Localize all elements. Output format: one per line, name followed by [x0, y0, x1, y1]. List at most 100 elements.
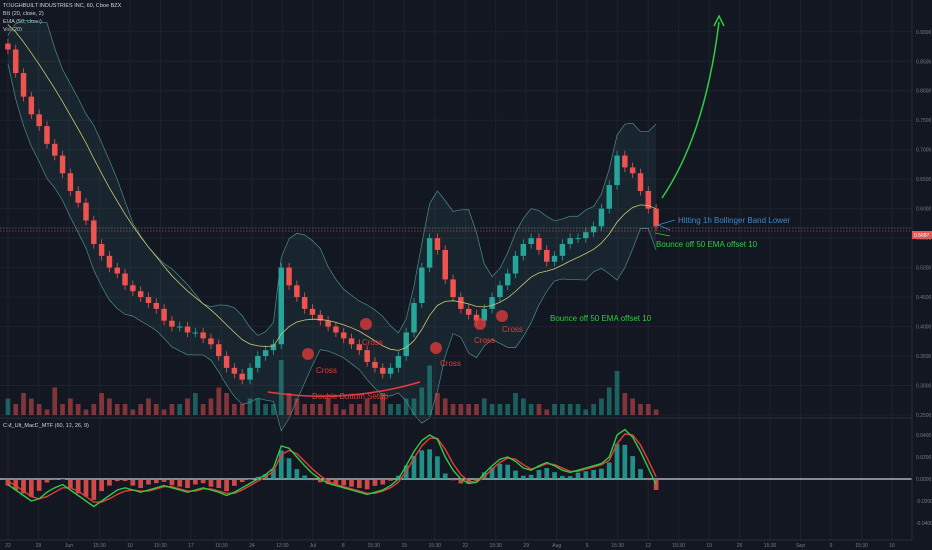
macd-tick-2: 0.0000 — [916, 477, 932, 483]
volume-bar — [21, 393, 26, 415]
time-tick-5: 15:30 — [154, 543, 167, 549]
candle-body — [153, 302, 160, 309]
macd-hist-bar — [317, 479, 323, 483]
time-tick-15: 22 — [462, 543, 468, 549]
time-tick-2: Jun — [65, 543, 73, 549]
double-bottom-arc — [267, 381, 421, 397]
candle-body — [504, 273, 511, 286]
candle-body — [161, 308, 167, 321]
candle-body — [465, 308, 472, 315]
macd-hist-bar — [28, 479, 34, 497]
macd-hist-bar — [505, 464, 511, 479]
candle-body — [653, 208, 659, 227]
macd-hist-bar — [645, 479, 651, 481]
volume-bar — [513, 393, 518, 415]
candle-body — [372, 361, 378, 368]
bb-lower — [7, 63, 657, 432]
candle-body — [325, 320, 331, 327]
macd-hist-bar — [560, 475, 565, 479]
volume-bar — [161, 409, 167, 415]
candle-body — [59, 155, 66, 174]
candle-body — [176, 326, 183, 328]
macd-hist-bar — [442, 473, 448, 479]
volume-bar — [278, 360, 284, 415]
price-tick-1: 0.8500 — [916, 59, 932, 65]
price-tick-4: 0.7000 — [916, 148, 932, 154]
macd-hist-bar — [13, 479, 19, 490]
time-tick-13: 15 — [401, 543, 407, 549]
volume-bar — [91, 404, 97, 415]
volume-bar — [263, 404, 268, 415]
volume-bar — [528, 404, 534, 415]
candle-body — [192, 332, 199, 334]
time-tick-27: 9 — [830, 543, 833, 549]
volume-bar — [372, 404, 378, 415]
volume-bar — [497, 404, 503, 415]
volume-bar — [36, 404, 42, 415]
volume-bar — [169, 404, 175, 415]
price-tick-9: 0.4500 — [916, 295, 932, 301]
macd-hist-bar — [606, 462, 612, 479]
candle-body — [606, 185, 612, 209]
macd-hist-bar — [224, 479, 229, 492]
macd-tick-4: -0.0400 — [916, 521, 932, 527]
volume-bar — [317, 404, 323, 415]
time-tick-4: 10 — [127, 543, 133, 549]
volume-bar — [419, 387, 425, 415]
macd-hist-bar — [278, 450, 284, 479]
macd-hist-bar — [21, 479, 26, 494]
volume-bar — [28, 398, 34, 415]
candle-body — [411, 302, 417, 333]
macd-hist-bar — [427, 449, 432, 479]
macd-hist-bar — [208, 479, 214, 487]
candle-body — [83, 202, 89, 221]
macd-hist-bar — [380, 479, 386, 485]
volume-bar — [606, 387, 612, 415]
candle-body — [5, 43, 11, 50]
hitting-label: Hitting 1h Bollinger Band Lower — [678, 216, 790, 225]
volume-bar — [427, 365, 432, 415]
volume-bar — [364, 398, 370, 415]
volume-bar — [68, 398, 73, 415]
volume-bar — [192, 393, 198, 415]
volume-bar — [591, 404, 596, 415]
volume-bar — [83, 409, 89, 415]
candle-body — [278, 267, 284, 345]
cross-label-1: Cross — [316, 366, 337, 375]
candle-body — [442, 249, 448, 280]
macd-line — [7, 428, 657, 508]
volume-bar — [466, 404, 472, 415]
candle-body — [489, 297, 495, 309]
candle-body — [169, 320, 175, 327]
macd-hist-bar — [114, 479, 120, 482]
volume-bar — [286, 393, 292, 415]
macd-hist-bar — [107, 479, 112, 486]
macd-hist-bar — [513, 470, 518, 479]
candle-body — [114, 267, 120, 274]
macd-hist-bar — [497, 463, 503, 479]
volume-bar — [396, 404, 401, 415]
time-tick-19: 5 — [586, 543, 589, 549]
double-bottom-label: Double Bottom Setup — [312, 392, 389, 401]
volume-bar — [146, 398, 151, 415]
volume-bar — [435, 393, 440, 415]
candle-body — [36, 114, 42, 127]
price-tick-10: 0.4000 — [916, 325, 932, 331]
price-tick-3: 0.7500 — [916, 118, 932, 124]
volume-bar — [520, 398, 526, 415]
macd-hist-bar — [185, 479, 190, 489]
macd-hist-bar — [271, 469, 276, 479]
candle-body — [340, 332, 347, 339]
hitting-pointer — [656, 219, 676, 231]
volume-bar — [645, 404, 651, 415]
current-price-text: 0.5687 — [914, 233, 930, 239]
candle-body — [231, 367, 238, 374]
volume-bar — [271, 404, 276, 415]
macd-hist-bar — [396, 475, 401, 479]
cross-label-4: Cross — [474, 336, 495, 345]
cross-marker-3 — [430, 342, 442, 354]
volume-bar — [560, 404, 565, 415]
macd-hist-bar — [622, 444, 628, 479]
price-tick-5: 0.6500 — [916, 177, 932, 183]
